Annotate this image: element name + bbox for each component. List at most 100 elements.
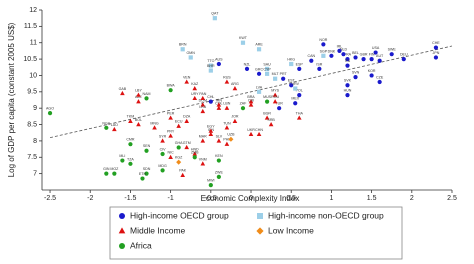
point: [289, 83, 294, 88]
x-tick-label: -2.5: [44, 195, 56, 202]
point-label: ITA: [345, 59, 351, 63]
point-label: KGZ: [175, 156, 183, 160]
point: [345, 83, 350, 88]
point-label: BEL: [352, 51, 359, 55]
point: [240, 106, 246, 111]
point-label: MAR: [199, 134, 207, 138]
point-label: GIN: [103, 167, 110, 171]
point-label: CHN: [255, 128, 263, 132]
point-label: AUS: [215, 57, 223, 61]
point: [309, 58, 314, 63]
point-label: GRC: [255, 67, 263, 71]
point-label: JOR: [231, 115, 239, 119]
point-label: TTO: [207, 59, 214, 63]
legend-label: Africa: [130, 240, 152, 250]
point: [297, 66, 302, 72]
y-tick-label: 8.5: [27, 121, 37, 128]
point: [200, 161, 206, 166]
point-label: BRA: [247, 95, 255, 99]
trend-line: [49, 45, 453, 139]
point-label: PHL: [223, 138, 230, 142]
point-label: NOR: [319, 38, 327, 42]
point-label: SEN: [143, 144, 151, 148]
x-tick-label: -1.5: [124, 195, 136, 202]
x-tick-label: -2: [87, 195, 93, 202]
x-tick-label: 2: [410, 195, 414, 202]
point-label: PER: [167, 111, 175, 115]
point: [208, 99, 213, 104]
x-tick-label: 2.5: [447, 195, 457, 202]
point: [353, 74, 358, 80]
point: [104, 171, 109, 176]
point-label: EST: [288, 79, 296, 83]
y-tick-label: 7: [33, 170, 37, 177]
point-label: GTM: [183, 141, 191, 145]
point: [264, 71, 270, 76]
point-label: BOL: [135, 118, 142, 122]
point-label: ZMB: [191, 151, 199, 155]
point: [244, 66, 250, 72]
x-tick-label: 0.5: [286, 195, 296, 202]
point: [120, 158, 125, 163]
point: [136, 99, 141, 104]
legend-label: High-income non-OECD group: [268, 210, 384, 220]
point-label: MLI: [119, 154, 125, 158]
point-label: BWA: [167, 84, 176, 88]
point: [256, 131, 262, 137]
point: [192, 155, 197, 160]
point-label: GHA: [175, 141, 183, 145]
point: [208, 131, 214, 137]
point-label: CMR: [126, 138, 135, 142]
point: [433, 45, 439, 50]
point-label: NIC: [168, 151, 175, 155]
point: [321, 53, 326, 58]
point-label: NAM: [143, 92, 151, 96]
point: [208, 68, 213, 73]
point-label: LKA: [199, 105, 206, 109]
point-label: DNK: [328, 49, 336, 53]
point-label: HKG: [287, 57, 295, 61]
point-label: CIV: [160, 147, 167, 151]
point: [256, 47, 262, 52]
point: [224, 79, 230, 84]
point: [144, 171, 149, 176]
y-tick-label: 8: [33, 138, 37, 145]
point-label: PRT: [280, 72, 288, 76]
point-label: CHE: [432, 41, 440, 45]
legend-marker: [119, 213, 125, 219]
point-label: ROU: [271, 95, 279, 99]
point: [128, 142, 133, 147]
point: [289, 61, 294, 67]
point-label: UKR: [247, 128, 255, 132]
point: [317, 66, 322, 72]
point-label: SLV: [216, 134, 223, 138]
point-label: JPN: [433, 51, 440, 55]
point-label: GAB: [119, 87, 127, 91]
point: [256, 89, 262, 94]
legend-label: High-income OECD group: [130, 210, 229, 220]
point-label: IRN: [216, 98, 223, 102]
point: [353, 55, 358, 60]
point: [168, 133, 173, 138]
point: [240, 40, 246, 45]
point-label: NZL: [244, 62, 251, 66]
point: [128, 118, 133, 123]
point: [297, 92, 302, 98]
point: [160, 138, 165, 143]
point: [216, 158, 221, 163]
point: [128, 161, 133, 166]
point-label: BRN: [179, 43, 187, 47]
point-label: CRI: [248, 98, 254, 102]
point: [200, 95, 206, 101]
point: [200, 138, 206, 143]
y-tick-label: 10: [29, 72, 37, 79]
point: [401, 56, 406, 62]
point-label: UZB: [227, 133, 235, 137]
point: [176, 123, 181, 128]
point: [377, 79, 382, 85]
point-label: SVN: [352, 71, 360, 75]
point: [293, 86, 298, 91]
point: [272, 92, 278, 97]
point-label: OMN: [187, 51, 196, 55]
